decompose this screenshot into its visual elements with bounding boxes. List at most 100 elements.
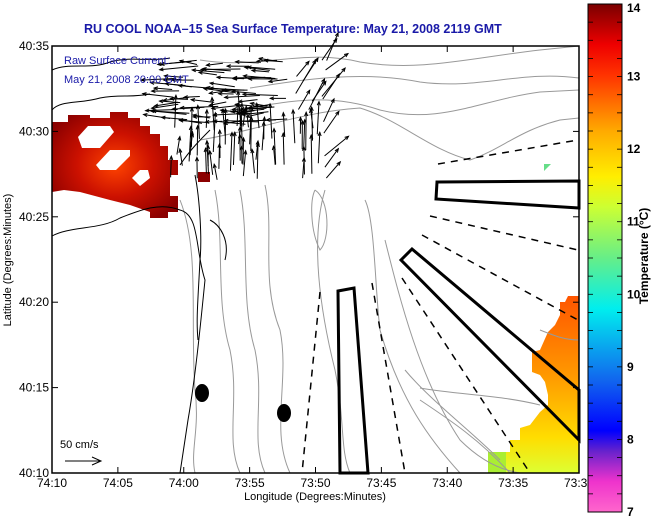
x-tick-label: 74:00 [169, 476, 199, 490]
current-vector-head [156, 62, 162, 67]
sst-layer [52, 112, 579, 473]
current-vector-head [210, 96, 215, 102]
current-vector-head [281, 131, 286, 138]
y-tick-label: 40:25 [19, 210, 49, 224]
current-vector-head [305, 60, 310, 66]
current-vector [203, 88, 234, 94]
current-vector [242, 137, 245, 165]
current-vector [273, 146, 276, 165]
x-tick-label: 74:10 [37, 476, 67, 490]
current-vector [229, 132, 233, 171]
current-vector [206, 140, 209, 174]
current-vector-head [223, 118, 229, 123]
current-vector-head [232, 75, 238, 80]
current-vector-head [330, 97, 335, 103]
current-vector-head [208, 149, 213, 155]
sst-hole-3 [132, 170, 150, 186]
current-vector-head [149, 80, 155, 85]
current-vector [206, 86, 228, 91]
y-tick-label: 40:30 [19, 124, 49, 138]
current-vector-head [250, 148, 255, 154]
current-vectors [139, 31, 350, 180]
current-vector [310, 135, 313, 174]
sst-patch-small [198, 172, 210, 182]
current-vector-head [267, 79, 273, 84]
current-vector [321, 67, 346, 97]
current-vector-head [271, 144, 276, 151]
current-vector-head [212, 119, 218, 124]
colorbar-tick-label: 12 [627, 142, 641, 156]
current-vector-head [219, 108, 225, 113]
current-vector [209, 89, 233, 94]
current-vector-head [255, 141, 260, 147]
current-vector [211, 97, 215, 131]
current-vector [188, 126, 192, 162]
current-vector [261, 117, 266, 151]
current-vector [249, 106, 252, 145]
current-vector-head [263, 58, 269, 63]
current-vector [212, 112, 216, 153]
current-vector [268, 78, 288, 83]
current-vector-head [317, 130, 322, 137]
current-vector-head [169, 96, 175, 101]
current-vector-head [215, 75, 221, 80]
current-vector-head [242, 107, 247, 113]
y-tick-label: 40:20 [19, 295, 49, 309]
current-vector-head [321, 77, 326, 83]
current-vector [266, 118, 288, 121]
current-vector [242, 108, 246, 127]
current-vector [157, 61, 192, 65]
current-vector-head [160, 115, 166, 120]
current-vector [211, 104, 241, 110]
current-vector-head [190, 68, 197, 73]
current-vector [256, 103, 260, 129]
current-vector [238, 126, 241, 145]
current-vector [235, 61, 259, 64]
current-vector-head [322, 80, 327, 86]
scale-label: 50 cm/s [60, 439, 99, 451]
current-vector-head [255, 59, 261, 64]
current-vector-head [231, 107, 237, 112]
current-vector-head [158, 99, 164, 104]
current-vector-head [239, 145, 244, 151]
current-vector [170, 156, 172, 178]
colorbar-tick-label: 8 [627, 432, 634, 446]
current-vector-head [272, 127, 277, 133]
current-vector-head [169, 154, 174, 161]
current-vector [251, 149, 255, 174]
current-vector-head [179, 105, 185, 110]
current-vector [202, 68, 231, 72]
y-tick-label: 40:35 [19, 39, 49, 53]
current-vector-head [204, 108, 209, 114]
current-vector-head [301, 145, 306, 151]
current-vector-head [306, 89, 311, 95]
current-vector-head [304, 110, 309, 117]
current-vector-head [197, 70, 203, 75]
current-vector [282, 133, 285, 165]
current-vector [324, 135, 349, 157]
current-vector-head [240, 112, 246, 117]
current-vector-head [302, 118, 307, 124]
current-vector-head [335, 73, 341, 79]
x-tick-label: 73:50 [300, 476, 330, 490]
current-vector [325, 53, 349, 71]
current-vector [141, 78, 174, 81]
current-vector-head [262, 115, 267, 122]
current-vector-head [182, 95, 189, 100]
current-vector-head [210, 106, 216, 111]
current-vector-head [236, 90, 241, 96]
current-vector-head [217, 128, 222, 135]
current-vector-head [173, 94, 178, 100]
current-vector [295, 59, 317, 94]
current-vector [308, 78, 325, 110]
current-vector-head [162, 77, 168, 82]
current-vector [224, 94, 260, 98]
current-vector-head [243, 65, 249, 70]
current-vector-head [336, 160, 342, 166]
current-vector [251, 69, 270, 73]
current-vector [303, 146, 305, 175]
current-vector [180, 105, 219, 109]
current-vector [220, 109, 246, 114]
current-vector [232, 90, 256, 94]
sst-patch-southeast [488, 296, 579, 473]
